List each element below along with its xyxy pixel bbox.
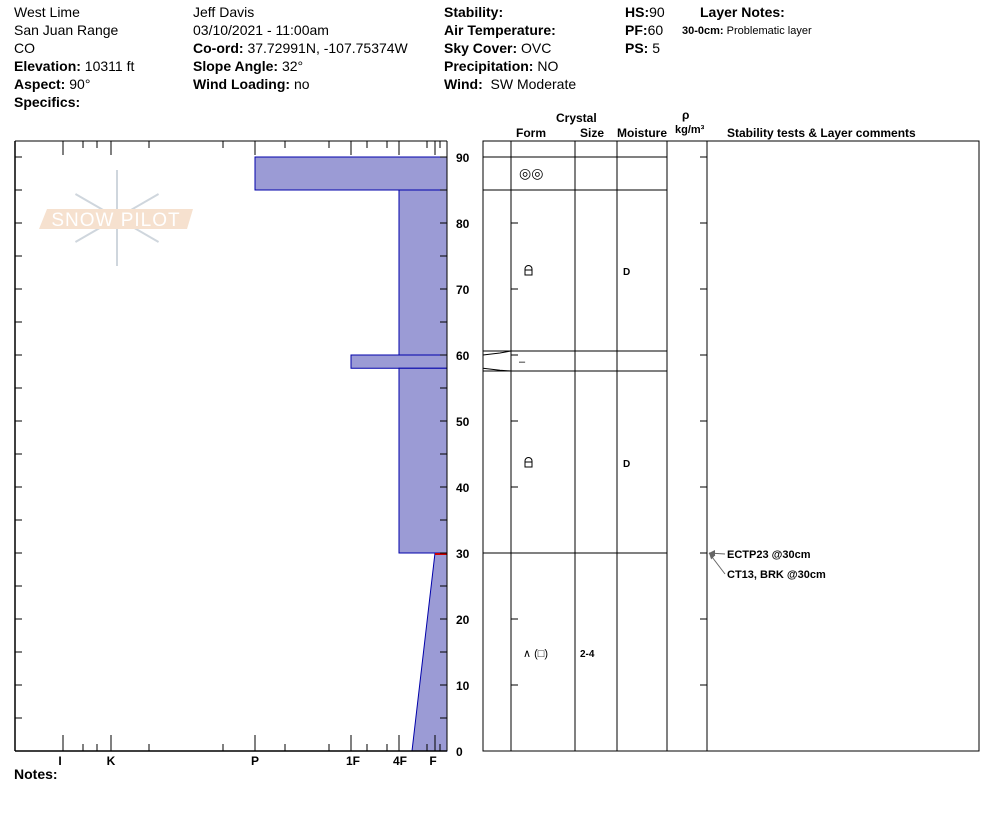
depth-label: 60 xyxy=(456,349,470,363)
pf: PF:60 xyxy=(625,22,664,38)
stability-test-label: ECTP23 @30cm xyxy=(727,549,811,561)
wind: Wind: SW Moderate xyxy=(444,76,577,92)
grain-form: ∧ (□) xyxy=(523,648,548,660)
density-unit: kg/m³ xyxy=(675,124,705,136)
layer-notes-label: Layer Notes: xyxy=(700,4,785,20)
elevation: Elevation: 10311 ft xyxy=(14,58,135,74)
stability-test-label: CT13, BRK @30cm xyxy=(727,569,826,581)
depth-label: 20 xyxy=(456,613,470,627)
arrow-head xyxy=(709,553,716,560)
hs: HS:90 xyxy=(625,4,665,20)
hardness-label: P xyxy=(251,754,259,768)
coord: Co-ord: 37.72991N, -107.75374W xyxy=(193,40,408,56)
aspect: Aspect: 90° xyxy=(14,76,91,92)
icon-box xyxy=(524,461,533,468)
depth-label: 30 xyxy=(456,547,470,561)
arrow-head xyxy=(709,550,715,556)
moisture-header: Moisture xyxy=(617,126,668,140)
watermark-text: SNOW PILOT xyxy=(51,210,180,231)
depth-connector xyxy=(482,350,512,356)
depth-connector xyxy=(482,367,512,372)
depth-label: 70 xyxy=(456,283,470,297)
slope-angle: Slope Angle: 32° xyxy=(193,58,304,74)
depth-label: 0 xyxy=(456,745,463,759)
grain-size: 2-4 xyxy=(580,649,595,660)
datetime: 03/10/2021 - 11:00am xyxy=(193,22,329,38)
observer: Jeff Davis xyxy=(193,4,255,20)
hardness-layer-bar xyxy=(350,354,448,369)
state: CO xyxy=(14,40,35,56)
layer-note: 30-0cm: Problematic layer xyxy=(682,25,812,37)
icon-dome xyxy=(524,265,533,272)
icon-box xyxy=(524,269,533,276)
stability-header: Stability tests & Layer comments xyxy=(727,126,916,140)
location: West Lime xyxy=(14,4,80,20)
crystal-header: Crystal xyxy=(556,111,597,125)
hardness-layer-bar xyxy=(398,189,448,356)
snowpilot-watermark-logo: SNOW PILOT xyxy=(39,170,193,266)
hardness-label: 4F xyxy=(393,754,407,768)
hardness-layer-bar xyxy=(254,156,448,191)
hardness-layer-bar xyxy=(398,367,448,554)
depth-label: 80 xyxy=(456,217,470,231)
hardness-label: I xyxy=(58,754,61,768)
notes-label: Notes: xyxy=(14,766,58,782)
air-temperature: Air Temperature: xyxy=(444,22,556,38)
depth-label: 40 xyxy=(456,481,470,495)
moisture-value: D xyxy=(623,459,630,470)
precipitation: Precipitation: NO xyxy=(444,58,559,74)
ps: PS: 5 xyxy=(625,40,661,56)
specifics-label: Specifics: xyxy=(14,94,81,110)
size-header: Size xyxy=(580,126,605,140)
stability: Stability: xyxy=(444,4,504,20)
moisture-value: D xyxy=(623,267,630,278)
hardness-label: 1F xyxy=(346,754,360,768)
range: San Juan Range xyxy=(14,22,119,38)
sky-cover: Sky Cover: OVC xyxy=(444,40,552,56)
wind-loading: Wind Loading: no xyxy=(193,76,310,92)
form-header: Form xyxy=(516,126,546,140)
rounding-faceted-icon xyxy=(524,457,533,468)
depth-label: 50 xyxy=(456,415,470,429)
depth-label: 90 xyxy=(456,151,470,165)
depth-label: 10 xyxy=(456,679,470,693)
grain-form: – xyxy=(519,356,526,368)
icon-dome xyxy=(524,457,533,464)
density-rho: ρ xyxy=(682,108,690,122)
grain-form: ◎◎ xyxy=(519,165,543,181)
hardness-label: K xyxy=(107,754,116,768)
watermark-banner xyxy=(39,209,193,229)
hardness-label: F xyxy=(429,754,436,768)
rounding-faceted-icon xyxy=(524,265,533,276)
layer-table-frame xyxy=(482,140,980,752)
